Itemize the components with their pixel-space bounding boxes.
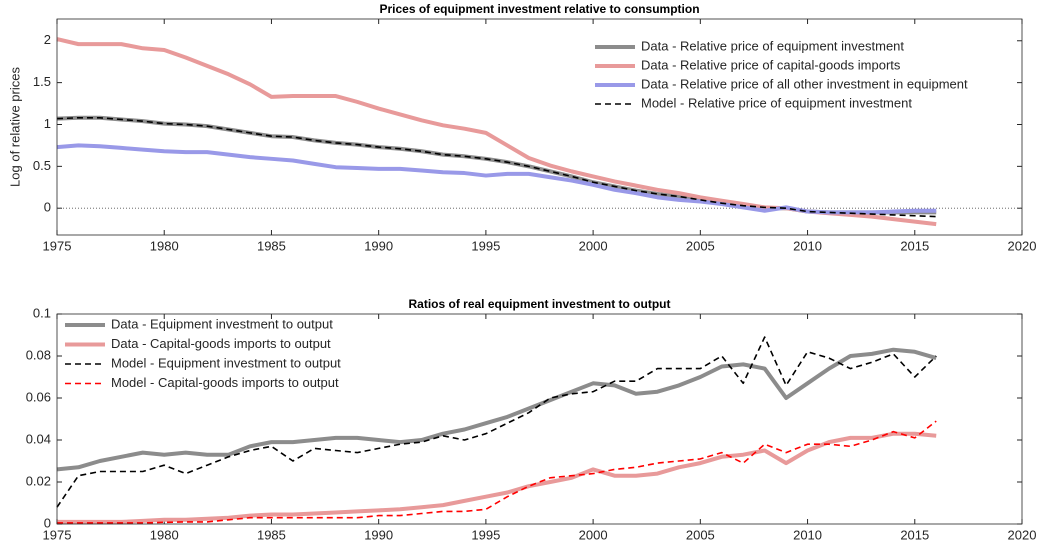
x-tick-label: 1995: [471, 238, 500, 253]
y-tick-label: 0.1: [33, 305, 51, 320]
x-tick-label: 1985: [257, 527, 286, 542]
x-tick-label: 1995: [471, 527, 500, 542]
x-tick-label: 1985: [257, 238, 286, 253]
chart-title: Prices of equipment investment relative …: [379, 2, 699, 16]
legend-label: Model - Relative price of equipment inve…: [641, 95, 912, 110]
series-line: [56, 336, 937, 508]
x-tick-label: 2010: [793, 238, 822, 253]
legend-label: Model - Capital-goods imports to output: [111, 375, 339, 390]
y-tick-label: 1: [44, 116, 51, 131]
x-tick-label: 1980: [150, 238, 179, 253]
y-tick-label: 2: [44, 32, 51, 47]
y-tick-label: 0.08: [26, 347, 51, 362]
y-tick-label: 0.02: [26, 473, 51, 488]
y-tick-label: 0.5: [33, 158, 51, 173]
x-tick-label: 2005: [686, 527, 715, 542]
series-line: [57, 420, 937, 524]
x-tick-label: 1980: [150, 527, 179, 542]
x-tick-label: 1975: [43, 238, 72, 253]
y-tick-label: 0: [44, 515, 51, 530]
legend-label: Data - Capital-goods imports to output: [111, 336, 331, 351]
series-line: [56, 116, 937, 218]
y-tick-label: 0.06: [26, 389, 51, 404]
x-tick-label: 2015: [900, 238, 929, 253]
x-tick-label: 1975: [43, 527, 72, 542]
series-line: [57, 431, 937, 524]
axes-box: [56, 313, 1023, 525]
x-tick-label: 2000: [579, 527, 608, 542]
y-tick-label: 1.5: [33, 74, 51, 89]
legend-label: Data - Relative price of all other inves…: [641, 76, 968, 91]
x-tick-label: 1990: [364, 527, 393, 542]
x-tick-label: 2020: [1008, 238, 1037, 253]
x-tick-label: 2000: [579, 238, 608, 253]
x-tick-label: 2020: [1008, 527, 1037, 542]
plot-area: [57, 314, 1022, 524]
legend-label: Data - Equipment investment to output: [111, 316, 333, 331]
x-tick-label: 2015: [900, 527, 929, 542]
series-line: [56, 347, 937, 472]
chart-title: Ratios of real equipment investment to o…: [408, 297, 670, 311]
x-tick-label: 2005: [686, 238, 715, 253]
series-line: [56, 143, 937, 215]
legend-label: Model - Equipment investment to output: [111, 355, 341, 370]
y-tick-label: 0.04: [26, 431, 51, 446]
legend-label: Data - Relative price of equipment inves…: [641, 38, 904, 53]
y-axis-label: Log of relative prices: [7, 67, 22, 187]
x-tick-label: 2010: [793, 527, 822, 542]
y-tick-label: 0: [44, 200, 51, 215]
legend-label: Data - Relative price of capital-goods i…: [641, 57, 901, 72]
axes-box: [56, 18, 1023, 236]
x-tick-label: 1990: [364, 238, 393, 253]
